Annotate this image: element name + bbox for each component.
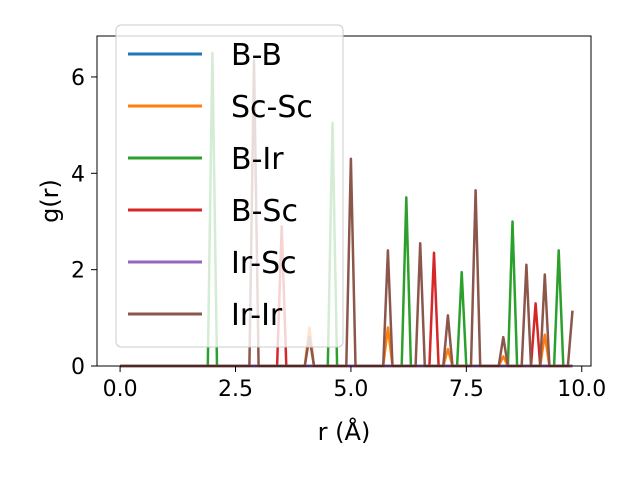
- y-axis-label: g(r): [36, 179, 64, 223]
- x-axis-label: r (Å): [318, 417, 371, 446]
- legend-label-b-ir: B-Ir: [231, 142, 284, 177]
- plot-frame: [96, 35, 592, 367]
- x-tick-label: 0.0: [103, 377, 138, 402]
- y-axis-ticks: 0 2 4 6: [71, 66, 97, 380]
- legend-label-ir-sc: Ir-Sc: [231, 246, 297, 281]
- legend-label-sc-sc: Sc-Sc: [231, 90, 313, 125]
- legend-label-ir-ir: Ir-Ir: [231, 298, 283, 333]
- y-tick-label: 0: [71, 355, 85, 380]
- y-tick-label: 2: [71, 259, 85, 284]
- legend-label-b-b: B-B: [231, 38, 282, 73]
- y-tick-label: 6: [71, 66, 85, 91]
- x-tick-label: 2.5: [218, 377, 253, 402]
- legend-box: [115, 24, 344, 348]
- x-tick-label: 7.5: [449, 377, 484, 402]
- x-tick-label: 5.0: [333, 377, 368, 402]
- y-tick-label: 4: [71, 162, 85, 187]
- legend-label-b-sc: B-Sc: [231, 194, 298, 229]
- legend: B-B Sc-Sc B-Ir B-Sc Ir-Sc Ir-Ir: [115, 24, 344, 348]
- x-tick-label: 10.0: [557, 377, 606, 402]
- x-axis-ticks: 0.0 2.5 5.0 7.5 10.0: [103, 366, 606, 402]
